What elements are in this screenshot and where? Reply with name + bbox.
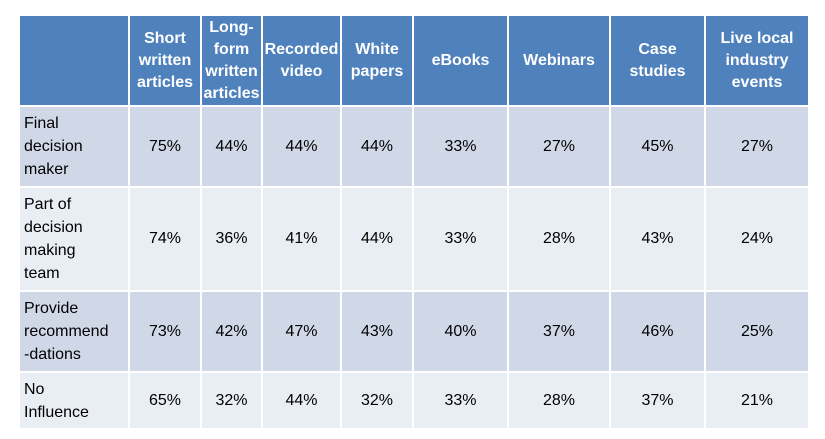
data-table: Short written articles Long- form writte… (18, 14, 810, 430)
row-header-line: No (24, 380, 45, 398)
table-cell: 27% (704, 105, 810, 188)
row-header-line: maker (24, 161, 69, 178)
table-row: Provide recommend -dations 73% 42% 47% 4… (18, 290, 810, 373)
table-cell: 28% (507, 371, 611, 430)
table-cell: 75% (128, 105, 202, 188)
row-header: Part of decision making team (18, 186, 130, 292)
column-header-line: Case (638, 40, 677, 58)
table-cell: 65% (128, 371, 202, 430)
table-cell: 37% (507, 290, 611, 373)
table-row: Part of decision making team 74% 36% 41%… (18, 186, 810, 292)
row-header-line: Part of (24, 196, 72, 213)
column-header: Case studies (609, 14, 706, 107)
row-header: Provide recommend -dations (18, 290, 130, 373)
table-row: No Influence 65% 32% 44% 32% 33% 28% 37%… (18, 371, 810, 430)
table-cell: 41% (261, 186, 342, 292)
column-header-line: eBooks (431, 51, 490, 69)
row-header-line: Influence (24, 403, 89, 421)
header-row: Short written articles Long- form writte… (18, 14, 810, 107)
row-header-line: recommend (24, 323, 109, 340)
chart-container: Short written articles Long- form writte… (18, 14, 810, 430)
column-header-line: industry (725, 51, 789, 69)
column-header-line: Live local (720, 29, 794, 47)
column-header-line: events (731, 73, 783, 91)
row-header-line: decision (24, 138, 83, 155)
column-header-line: studies (629, 62, 686, 80)
column-header-line: papers (350, 62, 404, 80)
row-header-line: Final (24, 115, 59, 132)
table-cell: 43% (340, 290, 414, 373)
column-header-line: video (280, 62, 323, 80)
table-cell: 45% (609, 105, 706, 188)
column-header-line: form (213, 40, 250, 58)
row-header: No Influence (18, 371, 130, 430)
column-header-line: written (138, 51, 192, 69)
table-cell: 33% (412, 105, 509, 188)
column-header: Long- form written articles (200, 14, 263, 107)
column-header-line: Long- (209, 18, 254, 36)
row-header-line: Provide (24, 300, 79, 317)
table-cell: 21% (704, 371, 810, 430)
table-cell: 33% (412, 186, 509, 292)
table-cell: 27% (507, 105, 611, 188)
column-header-line: written (205, 62, 258, 80)
column-header: Recorded video (261, 14, 342, 107)
row-header-line: -dations (24, 346, 81, 363)
column-header: eBooks (412, 14, 509, 107)
column-header: Webinars (507, 14, 611, 107)
header-corner-cell (18, 14, 130, 107)
table-cell: 42% (200, 290, 263, 373)
table-cell: 43% (609, 186, 706, 292)
column-header-line: articles (136, 73, 194, 91)
table-cell: 44% (200, 105, 263, 188)
row-header-line: team (24, 265, 60, 282)
table-cell: 47% (261, 290, 342, 373)
column-header-line: White (355, 40, 399, 58)
table-cell: 33% (412, 371, 509, 430)
row-header: Final decision maker (18, 105, 130, 188)
table-cell: 28% (507, 186, 611, 292)
column-header-line: Webinars (523, 51, 595, 69)
column-header: White papers (340, 14, 414, 107)
column-header-line: articles (203, 84, 260, 102)
table-cell: 46% (609, 290, 706, 373)
row-header-line: decision (24, 219, 83, 236)
table-cell: 44% (340, 186, 414, 292)
table-cell: 25% (704, 290, 810, 373)
table-cell: 40% (412, 290, 509, 373)
table-cell: 44% (261, 371, 342, 430)
table-cell: 37% (609, 371, 706, 430)
table-cell: 73% (128, 290, 202, 373)
column-header-line: Recorded (264, 40, 339, 58)
column-header: Short written articles (128, 14, 202, 107)
column-header-line: Short (144, 29, 186, 47)
table-cell: 74% (128, 186, 202, 292)
table-cell: 44% (261, 105, 342, 188)
table-cell: 36% (200, 186, 263, 292)
table-cell: 44% (340, 105, 414, 188)
table-row: Final decision maker 75% 44% 44% 44% 33%… (18, 105, 810, 188)
table-cell: 32% (200, 371, 263, 430)
table-cell: 24% (704, 186, 810, 292)
column-header: Live local industry events (704, 14, 810, 107)
table-cell: 32% (340, 371, 414, 430)
row-header-line: making (24, 242, 76, 259)
